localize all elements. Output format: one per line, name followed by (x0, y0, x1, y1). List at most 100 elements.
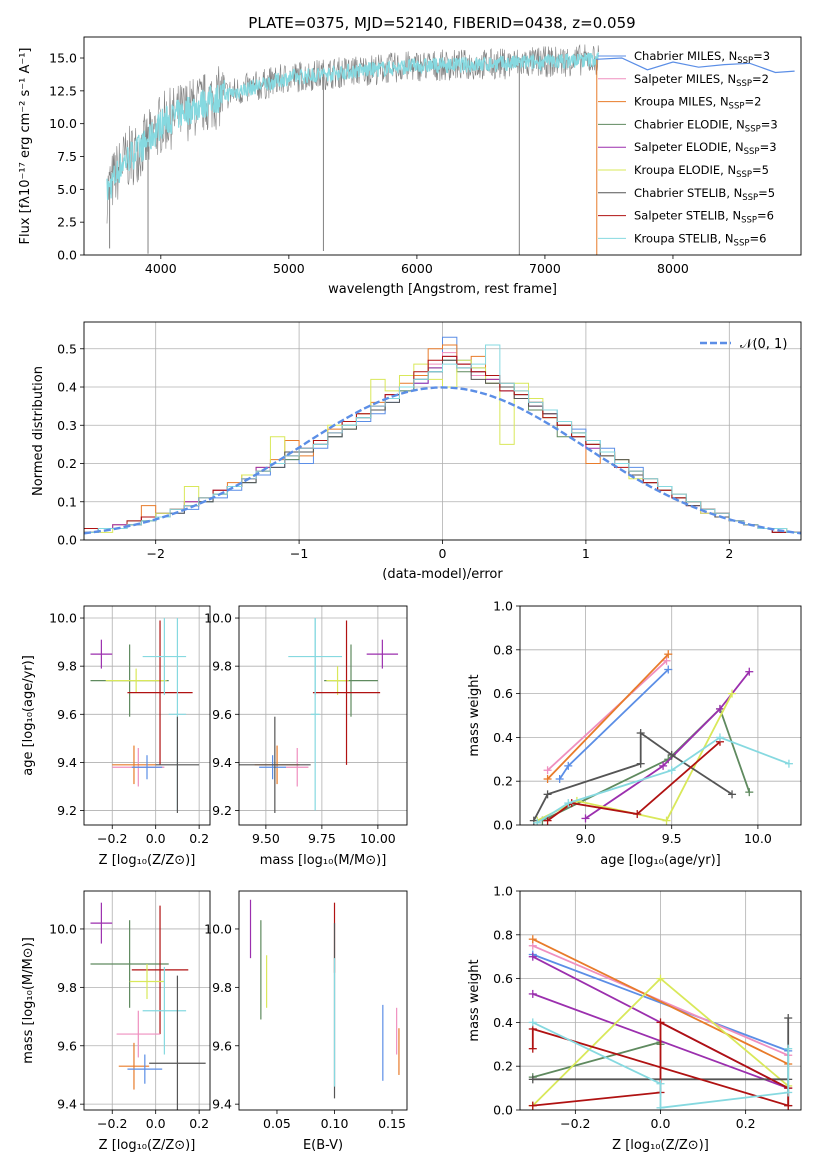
y-tick-label: 9.6 (212, 707, 232, 722)
y-tick-label: 10.0 (49, 116, 77, 131)
panel-2: −2 −1 0 1 2 0.0 0.1 0.2 0.3 0.4 0.5 (data-model)/er… (31, 321, 802, 582)
x-tick-label: 0.05 (263, 1116, 291, 1131)
y-tick-label: 12.5 (49, 83, 77, 98)
axes-frame (519, 605, 802, 826)
y-tick-label: 0.0 (493, 1103, 513, 1118)
x-tick-label: 4000 (145, 261, 177, 276)
x-tick-label: 9.75 (308, 831, 336, 846)
x-tick-label: 10.0 (744, 831, 772, 846)
y-tick-label: 2.5 (57, 215, 77, 230)
x-tick-label: 0.2 (189, 831, 209, 846)
y-tick-label: 9.4 (212, 755, 232, 770)
axes-frame (83, 890, 211, 1111)
y-tick-label: 0.5 (57, 341, 77, 356)
series-line (532, 953, 789, 1052)
x-tick-label: 1 (582, 546, 590, 561)
y-tick-label: 9.8 (212, 980, 232, 995)
x-tick-label: −0.2 (97, 1116, 127, 1131)
x-axis-label: Z [log₁₀(Z/Z⊙)] (99, 853, 196, 868)
y-tick-label: 9.8 (57, 980, 77, 995)
series-line (546, 653, 669, 780)
y-tick-label: 9.4 (57, 755, 77, 770)
x-tick-label: 0.2 (189, 1116, 209, 1131)
y-tick-label: 9.2 (212, 803, 232, 818)
x-tick-label: 8000 (657, 261, 689, 276)
x-axis-label: mass [log₁₀(M/M⊙)] (260, 853, 387, 868)
panel-6: −0.2 0.0 0.2 9.4 9.6 9.8 10.0 Z [log₁₀(Z/Z⊙)] ma… (21, 890, 211, 1153)
y-tick-label: 10.0 (204, 921, 232, 936)
y-tick-label: 0.6 (493, 686, 513, 701)
panel-7: 0.05 0.10 0.15 9.4 9.6 9.8 10.0 E(B-V) (204, 890, 408, 1153)
plot-area (84, 606, 210, 825)
y-tick-label: 9.6 (57, 1038, 77, 1053)
x-tick-label: 7000 (529, 261, 561, 276)
axes-frame (83, 321, 802, 541)
model-spectrum (106, 51, 600, 201)
x-axis-label: Z [log₁₀(Z/Z⊙)] (612, 1138, 709, 1153)
y-tick-label: 0.8 (493, 642, 513, 657)
y-tick-label: 0.3 (57, 418, 77, 433)
y-axis-label: mass weight (467, 674, 482, 756)
y-tick-label: 0.0 (57, 533, 77, 548)
y-tick-label: 9.8 (57, 659, 77, 674)
axes-frame (238, 890, 408, 1111)
x-tick-label: 0.10 (321, 1116, 349, 1131)
legend-label: Salpeter STELIB, NSSP=6 (634, 209, 774, 226)
x-tick-label: 9.5 (662, 831, 682, 846)
legend-label: Salpeter ELODIE, NSSP=3 (634, 140, 777, 157)
y-axis-label: Flux [fλ10⁻¹⁷ erg cm⁻² s⁻¹ A⁻¹] (18, 48, 33, 245)
legend-label-normal: 𝒩(0, 1) (740, 337, 787, 352)
series-line (584, 671, 751, 820)
model-spectrum-tail (596, 57, 795, 74)
panel-4: 9.50 9.75 10.00 9.2 9.4 9.6 9.8 10.0 mass [log₁₀… (204, 605, 408, 868)
axes-frame (83, 36, 802, 256)
y-tick-label: 0.4 (57, 380, 77, 395)
legend-label: Chabrier STELIB, NSSP=5 (634, 186, 775, 203)
spectrum-legend: Chabrier MILES, NSSP=3 Salpeter MILES, NS… (598, 49, 778, 248)
x-tick-label: 2 (725, 546, 733, 561)
series-line (532, 938, 789, 1065)
y-tick-label: 10.0 (49, 611, 77, 626)
y-axis-label: mass weight (467, 959, 482, 1041)
plot-area (84, 322, 801, 540)
y-tick-label: 15.0 (49, 51, 77, 66)
x-tick-label: 0.0 (146, 1116, 166, 1131)
y-axis-label: mass [log₁₀(M/M⊙)] (21, 937, 36, 1064)
y-tick-label: 10.0 (49, 921, 77, 936)
plot-area (520, 606, 801, 825)
series-line (533, 731, 733, 822)
y-tick-label: 7.5 (57, 149, 77, 164)
series-line (547, 741, 721, 822)
y-tick-label: 0.6 (493, 971, 513, 986)
y-tick-label: 9.2 (57, 803, 77, 818)
y-tick-label: 0.0 (57, 248, 77, 263)
normal-distribution-curve (84, 386, 801, 535)
plot-area (249, 899, 400, 1099)
x-axis-label: Z [log₁₀(Z/Z⊙)] (99, 1138, 196, 1153)
y-tick-label: 9.4 (57, 1097, 77, 1112)
figure-title: PLATE=0375, MJD=52140, FIBERID=0438, z=0… (248, 14, 635, 32)
y-tick-label: 0.2 (493, 1059, 513, 1074)
x-tick-label: −1 (290, 546, 308, 561)
legend-label: Kroupa ELODIE, NSSP=5 (634, 163, 769, 180)
y-tick-label: 0.0 (493, 818, 513, 833)
y-tick-label: 0.8 (493, 927, 513, 942)
axes-frame (238, 605, 408, 826)
y-tick-label: 9.6 (57, 707, 77, 722)
panel-8: −0.2 0.0 0.2 0.0 0.2 0.4 0.6 0.8 1.0 Z [log₁₀(Z/Z… (467, 884, 802, 1153)
x-axis-label: wavelength [Angstrom, rest frame] (328, 282, 557, 297)
y-tick-label: 9.4 (212, 1097, 232, 1112)
plot-area (239, 606, 407, 825)
x-tick-label: 0.2 (736, 1116, 756, 1131)
x-tick-label: 5000 (273, 261, 305, 276)
y-axis-label: Normed distribution (31, 366, 46, 496)
x-tick-label: 9.50 (252, 831, 280, 846)
y-axis-label: age [log₁₀(age/yr)] (21, 655, 36, 776)
y-tick-label: 1.0 (493, 884, 513, 899)
histogram-step (84, 355, 801, 540)
series-line (532, 944, 789, 1057)
plot-area (106, 44, 795, 255)
y-tick-label: 0.4 (493, 1015, 513, 1030)
y-tick-label: 0.1 (57, 494, 77, 509)
